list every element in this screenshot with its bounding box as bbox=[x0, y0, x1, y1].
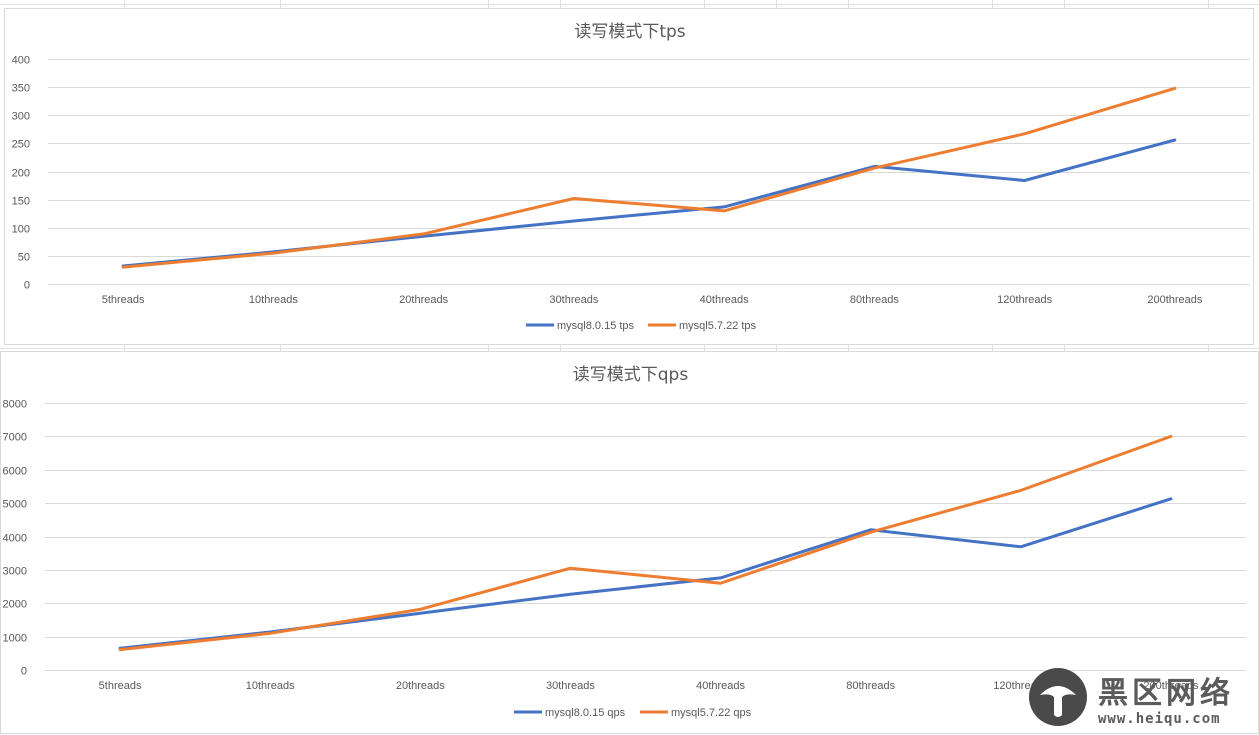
tps-x-tick-label: 30threads bbox=[549, 294, 598, 306]
qps-series-line-1[interactable] bbox=[118, 497, 1173, 650]
tps-chart-title: 读写模式下tps bbox=[574, 22, 685, 42]
tps-y-tick-label: 400 bbox=[12, 55, 30, 67]
qps-x-tick-label: 40threads bbox=[696, 680, 745, 692]
qps-x-tick-label: 30threads bbox=[546, 680, 595, 692]
tps-y-tick-label: 300 bbox=[12, 111, 30, 123]
tps-y-tick-label: 200 bbox=[12, 168, 30, 180]
tps-x-tick-label: 120threads bbox=[997, 294, 1053, 306]
qps-x-tick-label: 20threads bbox=[396, 680, 445, 692]
qps-y-tick-label: 7000 bbox=[3, 432, 27, 444]
tps-y-tick-label: 250 bbox=[12, 139, 30, 151]
tps-series-line-2[interactable] bbox=[121, 86, 1177, 269]
qps-legend-label-1: mysql8.0.15 qps bbox=[545, 707, 626, 719]
tps-x-tick-label: 20threads bbox=[399, 294, 448, 306]
tps-y-tick-label: 350 bbox=[12, 83, 30, 95]
tps-x-tick-label: 80threads bbox=[850, 294, 899, 306]
tps-x-tick-label: 10threads bbox=[249, 294, 298, 306]
tps-x-tick-label: 5threads bbox=[102, 294, 145, 306]
tps-legend-label-2: mysql5.7.22 tps bbox=[679, 320, 757, 332]
qps-legend-label-2: mysql5.7.22 qps bbox=[671, 707, 752, 719]
qps-series-line-2[interactable] bbox=[118, 434, 1173, 652]
qps-x-tick-label: 10threads bbox=[246, 680, 295, 692]
qps-y-tick-label: 4000 bbox=[3, 533, 27, 545]
qps-y-tick-label: 1000 bbox=[3, 633, 27, 645]
qps-x-tick-label: 5threads bbox=[99, 680, 142, 692]
tps-x-tick-label: 200threads bbox=[1147, 294, 1203, 306]
qps-y-tick-label: 3000 bbox=[3, 566, 27, 578]
qps-chart-title: 读写模式下qps bbox=[573, 365, 689, 385]
tps-y-tick-label: 100 bbox=[12, 224, 30, 236]
tps-y-tick-label: 0 bbox=[24, 280, 30, 292]
qps-y-tick-label: 6000 bbox=[3, 466, 27, 478]
qps-y-tick-label: 8000 bbox=[3, 399, 27, 411]
tps-chart[interactable]: 读写模式下tps 0 50 100 150 200 250 300 350 400 5threads… bbox=[4, 8, 1254, 345]
tps-series-line-1[interactable] bbox=[121, 138, 1177, 268]
tps-x-tick-label: 40threads bbox=[700, 294, 749, 306]
tps-legend-label-1: mysql8.0.15 tps bbox=[557, 320, 635, 332]
qps-x-tick-label: 200threads bbox=[1143, 680, 1199, 692]
watermark-text: 黑区网络 bbox=[1098, 676, 1234, 711]
qps-x-tick-label: 80threads bbox=[846, 680, 895, 692]
watermark-url: www.heiqu.com bbox=[1098, 711, 1221, 727]
qps-chart-svg: 读写模式下qps 0 1000 2000 3000 4000 5000 6000 7000 800… bbox=[3, 365, 1246, 719]
qps-y-tick-label: 5000 bbox=[3, 499, 27, 511]
tps-y-tick-label: 150 bbox=[12, 196, 30, 208]
watermark-logo: 黑区网络 www.heiqu.com bbox=[1029, 668, 1234, 727]
mushroom-shape-icon bbox=[1040, 686, 1076, 717]
tps-y-tick-label: 50 bbox=[18, 252, 30, 264]
qps-y-tick-label: 0 bbox=[21, 666, 27, 678]
qps-y-tick-label: 2000 bbox=[3, 599, 27, 611]
tps-chart-svg: 读写模式下tps 0 50 100 150 200 250 300 350 400 5threads… bbox=[12, 22, 1250, 332]
